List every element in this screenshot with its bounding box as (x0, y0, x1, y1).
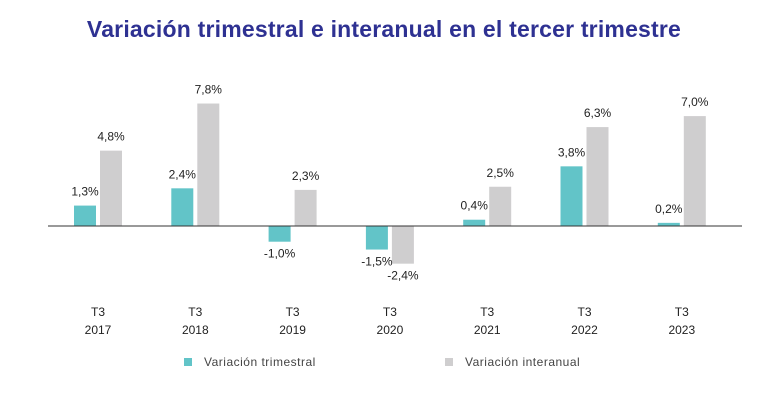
bar-interanual-2017 (100, 150, 122, 226)
bar-trimestral-2020 (365, 226, 388, 250)
category-label-quarter-2022: T3 (577, 305, 591, 319)
bar-trimestral-2019 (268, 226, 291, 242)
data-label-trimestral-2020: -1,5% (361, 255, 393, 269)
data-label-trimestral-2018: 2,4% (169, 167, 197, 181)
category-label-year-2021: 2021 (474, 323, 501, 337)
data-label-interanual-2022: 6,3% (584, 106, 612, 120)
bar-trimestral-2022 (560, 166, 583, 226)
data-label-interanual-2018: 7,8% (195, 83, 223, 97)
legend-swatch-trimestral (184, 358, 192, 366)
value-labels-group: 1,3% 4,8% 2,4% 7,8% -1,0% 2,3% -1,5%-2,4% 0,4% 2… (71, 83, 708, 283)
bar-interanual-2020 (391, 226, 414, 264)
category-label-quarter-2023: T3 (675, 305, 689, 319)
category-label-year-2018: 2018 (182, 323, 209, 337)
legend-swatch-interanual (445, 358, 453, 366)
bar-interanual-2018 (197, 103, 220, 226)
category-label-year-2019: 2019 (279, 323, 306, 337)
category-label-year-2022: 2022 (571, 323, 598, 337)
data-label-interanual-2017: 4,8% (97, 130, 125, 144)
data-label-trimestral-2017: 1,3% (71, 185, 99, 199)
category-label-quarter-2017: T3 (91, 305, 105, 319)
category-label-year-2017: 2017 (85, 323, 112, 337)
bar-trimestral-2021 (463, 219, 486, 226)
chart-title: Variación trimestral e interanual en el … (86, 16, 682, 42)
category-label-year-2023: 2023 (668, 323, 695, 337)
data-label-trimestral-2022: 3,8% (558, 145, 586, 159)
legend-item-interanual: Variación interanual (445, 355, 580, 369)
legend-item-trimestral: Variación trimestral (184, 355, 316, 369)
category-label-quarter-2018: T3 (188, 305, 202, 319)
bar-trimestral-2017 (74, 205, 96, 226)
data-label-trimestral-2019: -1,0% (264, 247, 296, 261)
data-label-interanual-2021: 2,5% (487, 166, 515, 180)
data-label-interanual-2023: 7,0% (681, 95, 709, 109)
data-label-trimestral-2021: 0,4% (461, 199, 489, 213)
bar-interanual-2019 (294, 189, 317, 226)
data-label-trimestral-2023: 0,2% (655, 202, 683, 216)
data-label-interanual-2020: -2,4% (387, 269, 419, 283)
legend-label-interanual: Variación interanual (465, 355, 581, 369)
bar-trimestral-2023 (657, 222, 680, 226)
bars-group (74, 103, 706, 264)
bar-trimestral-2018 (171, 188, 194, 226)
category-label-quarter-2021: T3 (480, 305, 494, 319)
category-label-quarter-2020: T3 (383, 305, 397, 319)
bar-interanual-2021 (489, 186, 512, 226)
data-label-interanual-2019: 2,3% (292, 169, 320, 183)
legend-label-trimestral: Variación trimestral (204, 355, 316, 369)
bar-interanual-2022 (586, 127, 609, 226)
category-labels-group: T3 2017 T3 2018 T3 2019 T3 2020 T3 2021 T3 2022 T3 20… (85, 305, 696, 337)
bar-interanual-2023 (683, 116, 706, 226)
category-label-year-2020: 2020 (377, 323, 404, 337)
category-label-quarter-2019: T3 (286, 305, 300, 319)
